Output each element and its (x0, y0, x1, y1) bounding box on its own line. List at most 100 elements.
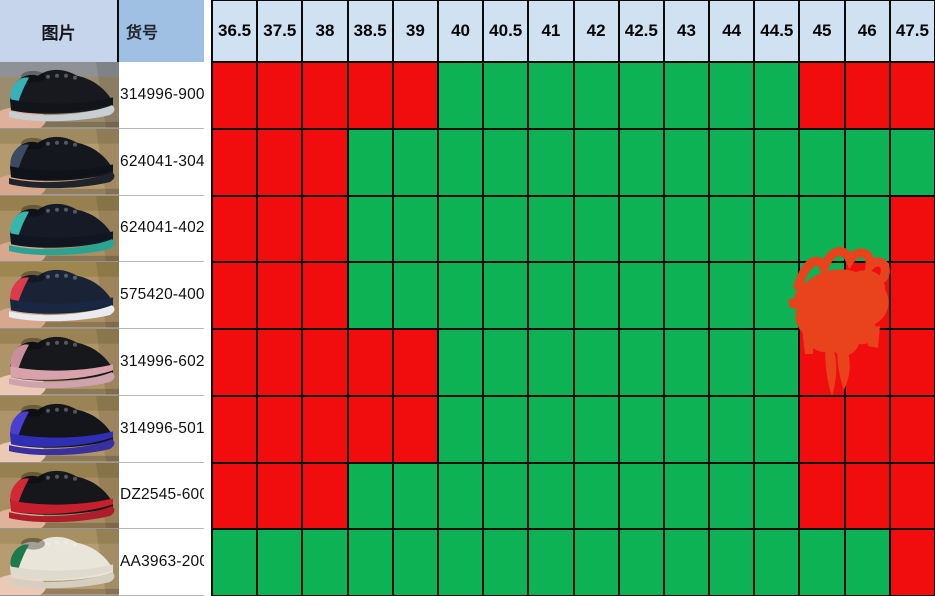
availability-cell[interactable] (347, 195, 393, 263)
availability-cell[interactable] (392, 128, 438, 196)
availability-cell[interactable] (844, 262, 890, 329)
availability-cell[interactable] (212, 195, 258, 263)
availability-cell[interactable] (257, 195, 303, 263)
availability-cell[interactable] (799, 395, 845, 463)
availability-cell[interactable] (573, 329, 619, 396)
availability-cell[interactable] (257, 529, 303, 596)
code-column-header[interactable]: 货号 (119, 0, 204, 62)
availability-cell[interactable] (437, 529, 484, 596)
availability-cell[interactable] (528, 128, 574, 196)
availability-cell[interactable] (889, 329, 935, 396)
availability-cell[interactable] (889, 529, 935, 596)
size-header-cell[interactable]: 40.5 (483, 0, 529, 62)
shoe-photo-cell[interactable] (0, 262, 119, 329)
product-code-cell[interactable]: AA3963-200 (119, 529, 208, 596)
size-header-cell[interactable]: 47.5 (889, 0, 935, 62)
availability-cell[interactable] (799, 62, 845, 129)
availability-cell[interactable] (889, 262, 935, 329)
availability-cell[interactable] (754, 529, 800, 596)
availability-cell[interactable] (257, 462, 303, 530)
size-header-cell[interactable]: 44 (709, 0, 755, 62)
availability-cell[interactable] (573, 395, 619, 463)
availability-cell[interactable] (483, 128, 529, 196)
availability-cell[interactable] (889, 462, 935, 530)
availability-cell[interactable] (212, 128, 258, 196)
size-header-cell[interactable]: 36.5 (212, 0, 258, 62)
availability-cell[interactable] (844, 329, 890, 396)
image-column-header[interactable]: 图片 (0, 0, 119, 62)
availability-cell[interactable] (257, 62, 303, 129)
availability-cell[interactable] (212, 395, 258, 463)
availability-cell[interactable] (302, 329, 348, 396)
availability-cell[interactable] (754, 395, 800, 463)
availability-cell[interactable] (437, 462, 484, 530)
shoe-photo-cell[interactable] (0, 62, 119, 129)
availability-cell[interactable] (302, 62, 348, 129)
availability-cell[interactable] (347, 329, 393, 396)
availability-cell[interactable] (573, 62, 619, 129)
availability-cell[interactable] (844, 195, 890, 263)
availability-cell[interactable] (437, 62, 484, 129)
availability-cell[interactable] (844, 462, 890, 530)
availability-cell[interactable] (347, 128, 393, 196)
size-header-cell[interactable]: 44.5 (754, 0, 800, 62)
availability-cell[interactable] (483, 395, 529, 463)
availability-cell[interactable] (392, 529, 438, 596)
availability-cell[interactable] (392, 395, 438, 463)
availability-cell[interactable] (573, 262, 619, 329)
shoe-photo-cell[interactable] (0, 329, 119, 396)
shoe-photo-cell[interactable] (0, 195, 119, 263)
availability-cell[interactable] (573, 195, 619, 263)
availability-cell[interactable] (709, 195, 755, 263)
size-header-cell[interactable]: 46 (844, 0, 890, 62)
availability-cell[interactable] (528, 62, 574, 129)
size-header-cell[interactable]: 45 (799, 0, 845, 62)
product-code-cell[interactable]: 314996-501 (119, 395, 205, 463)
shoe-photo-cell[interactable] (0, 128, 119, 196)
availability-cell[interactable] (799, 329, 845, 396)
availability-cell[interactable] (528, 262, 574, 329)
availability-cell[interactable] (257, 329, 303, 396)
availability-cell[interactable] (257, 395, 303, 463)
availability-cell[interactable] (347, 395, 393, 463)
availability-cell[interactable] (302, 128, 348, 196)
size-header-cell[interactable]: 43 (663, 0, 710, 62)
availability-cell[interactable] (347, 62, 393, 129)
product-code-cell[interactable]: 624041-402 (119, 195, 205, 263)
availability-cell[interactable] (663, 262, 710, 329)
size-header-cell[interactable]: 38.5 (347, 0, 393, 62)
availability-cell[interactable] (799, 128, 845, 196)
availability-cell[interactable] (392, 62, 438, 129)
availability-cell[interactable] (754, 462, 800, 530)
availability-cell[interactable] (437, 329, 484, 396)
availability-cell[interactable] (754, 195, 800, 263)
availability-cell[interactable] (663, 395, 710, 463)
availability-cell[interactable] (799, 195, 845, 263)
availability-cell[interactable] (663, 329, 710, 396)
availability-cell[interactable] (844, 128, 890, 196)
availability-cell[interactable] (483, 62, 529, 129)
availability-cell[interactable] (257, 262, 303, 329)
availability-cell[interactable] (709, 62, 755, 129)
availability-cell[interactable] (754, 329, 800, 396)
availability-cell[interactable] (709, 128, 755, 196)
availability-cell[interactable] (483, 329, 529, 396)
availability-cell[interactable] (618, 462, 664, 530)
size-header-cell[interactable]: 37.5 (257, 0, 303, 62)
product-code-cell[interactable]: 624041-304 (119, 128, 205, 196)
availability-cell[interactable] (663, 462, 710, 530)
availability-cell[interactable] (889, 128, 935, 196)
availability-cell[interactable] (799, 262, 845, 329)
availability-cell[interactable] (709, 462, 755, 530)
shoe-photo-cell[interactable] (0, 462, 119, 530)
availability-cell[interactable] (709, 395, 755, 463)
availability-cell[interactable] (844, 395, 890, 463)
availability-cell[interactable] (663, 195, 710, 263)
availability-cell[interactable] (844, 529, 890, 596)
availability-cell[interactable] (483, 195, 529, 263)
availability-cell[interactable] (257, 128, 303, 196)
availability-cell[interactable] (483, 262, 529, 329)
availability-cell[interactable] (573, 462, 619, 530)
availability-cell[interactable] (618, 395, 664, 463)
availability-cell[interactable] (889, 195, 935, 263)
